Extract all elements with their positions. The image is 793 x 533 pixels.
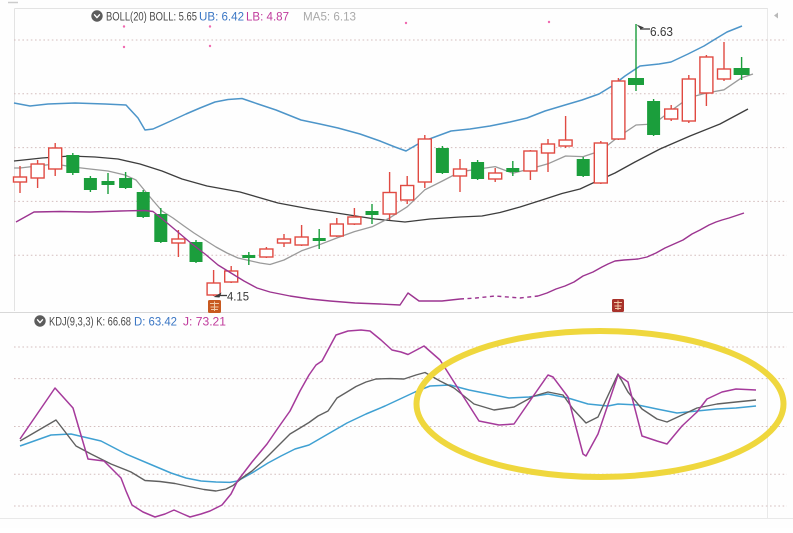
svg-text:6.63: 6.63 (650, 24, 673, 39)
svg-text:4.15: 4.15 (227, 292, 249, 304)
svg-text:UB: 6.42: UB: 6.42 (199, 12, 244, 24)
svg-text:LB: 4.87: LB: 4.87 (246, 12, 289, 24)
svg-text:MA5: 6.13: MA5: 6.13 (303, 12, 356, 24)
svg-text:BOLL(20) BOLL: 5.65: BOLL(20) BOLL: 5.65 (106, 12, 197, 24)
svg-text:J: 73.21: J: 73.21 (183, 317, 226, 329)
svg-text:D: 63.42: D: 63.42 (134, 317, 177, 329)
svg-text:KDJ(9,3,3) K: 66.68: KDJ(9,3,3) K: 66.68 (49, 317, 131, 329)
